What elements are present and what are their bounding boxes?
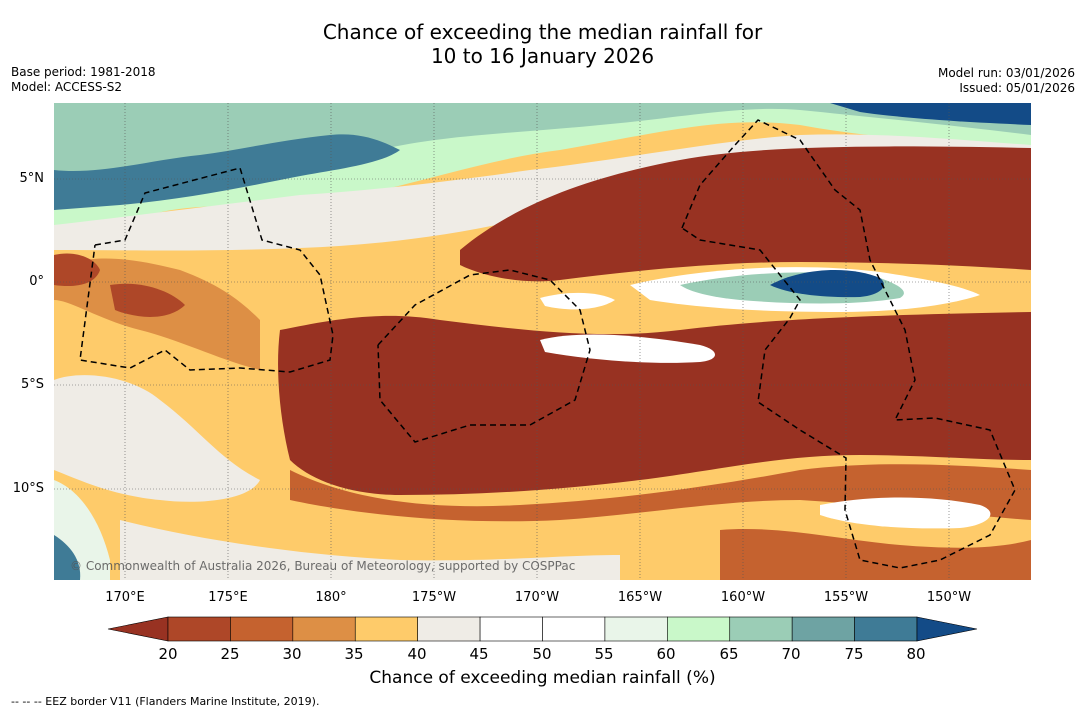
- colorbar-extend-low: [107, 616, 169, 642]
- north-dark-blue: [830, 103, 1031, 125]
- lat-label: 5°S: [20, 377, 44, 392]
- dry-band-north: [460, 146, 1031, 282]
- colorbar-tick: 55: [594, 645, 614, 663]
- north-blue-region: [54, 134, 400, 210]
- colorbar-tick: 60: [656, 645, 676, 663]
- eez-borders: [79, 119, 1016, 569]
- lon-label: 150°W: [926, 590, 972, 605]
- colorbar-tick: 30: [282, 645, 302, 663]
- meta-left: Base period: 1981-2018 Model: ACCESS-S2: [11, 65, 156, 95]
- colorbar: [107, 616, 978, 642]
- colorbar-cell: [479, 616, 543, 642]
- colorbar-tick: 45: [469, 645, 489, 663]
- colorbar-cell: [292, 616, 356, 642]
- lon-label: 170°W: [514, 590, 560, 605]
- colorbar-cell: [417, 616, 481, 642]
- colorbar-cell: [791, 616, 855, 642]
- model-run: Model run: 03/01/2026: [937, 66, 1075, 80]
- issued-date: Issued: 05/01/2026: [959, 81, 1075, 95]
- colorbar-cell: [667, 616, 731, 642]
- colorbar-cell: [542, 616, 606, 642]
- colorbar-tick: 65: [719, 645, 739, 663]
- brown-patch-westc: [110, 283, 185, 317]
- south-blue-corner: [54, 535, 81, 580]
- lon-label: 165°W: [617, 590, 663, 605]
- colorbar-tick: 20: [158, 645, 178, 663]
- colorbar-cell: [167, 616, 231, 642]
- white-patch-upper: [540, 292, 615, 310]
- colorbar-tick: 25: [220, 645, 240, 663]
- colorbar-tick: 75: [844, 645, 864, 663]
- colorbar-cell: [729, 616, 793, 642]
- brown-patch-west: [54, 253, 100, 287]
- colorbar-tick: 35: [344, 645, 364, 663]
- colorbar-tick: 50: [532, 645, 552, 663]
- south-grey-band: [120, 520, 620, 580]
- colorbar-cell: [230, 616, 294, 642]
- gridlines: [54, 103, 1031, 580]
- dry-band-main: [278, 312, 1031, 495]
- colorbar-tick: 40: [407, 645, 427, 663]
- colorbar-cell: [854, 616, 918, 642]
- white-patch-mid: [540, 334, 715, 363]
- south-white: [54, 375, 260, 502]
- lat-label: 0°: [29, 274, 44, 289]
- lat-label: 5°N: [19, 171, 45, 186]
- south-white-east: [820, 497, 991, 529]
- colorbar-extend-high: [916, 616, 978, 642]
- colorbar-label: Chance of exceeding median rainfall (%): [369, 668, 716, 688]
- lon-label: 175°W: [411, 590, 457, 605]
- colorbar-cell: [604, 616, 668, 642]
- meta-right: Model run: 03/01/2026 Issued: 05/01/2026: [938, 66, 1075, 96]
- model-name: Model: ACCESS-S2: [11, 80, 123, 94]
- lon-label: 160°W: [720, 590, 766, 605]
- copyright-notice: © Commonwealth of Australia 2026, Bureau…: [70, 559, 576, 573]
- base-period: Base period: 1981-2018: [11, 65, 156, 79]
- eez-legend: -- -- -- EEZ border V11 (Flanders Marine…: [11, 695, 320, 708]
- lon-label: 170°E: [105, 590, 145, 605]
- colorbar-tick: 80: [906, 645, 926, 663]
- map-field: [54, 103, 1031, 580]
- south-red-east: [720, 528, 1031, 580]
- map-title: Chance of exceeding the median rainfall …: [0, 20, 1085, 68]
- colorbar-tick: 70: [781, 645, 801, 663]
- lat-label: 10°S: [12, 481, 44, 496]
- lon-label: 175°E: [208, 590, 248, 605]
- north-teal-region: [54, 103, 1031, 210]
- title-line-1: Chance of exceeding the median rainfall …: [322, 20, 763, 44]
- title-line-2: 10 to 16 January 2026: [430, 44, 655, 68]
- lon-label: 180°: [315, 590, 347, 605]
- equatorial-blue: [770, 269, 884, 298]
- lon-label: 155°W: [823, 590, 869, 605]
- colorbar-cell: [354, 616, 418, 642]
